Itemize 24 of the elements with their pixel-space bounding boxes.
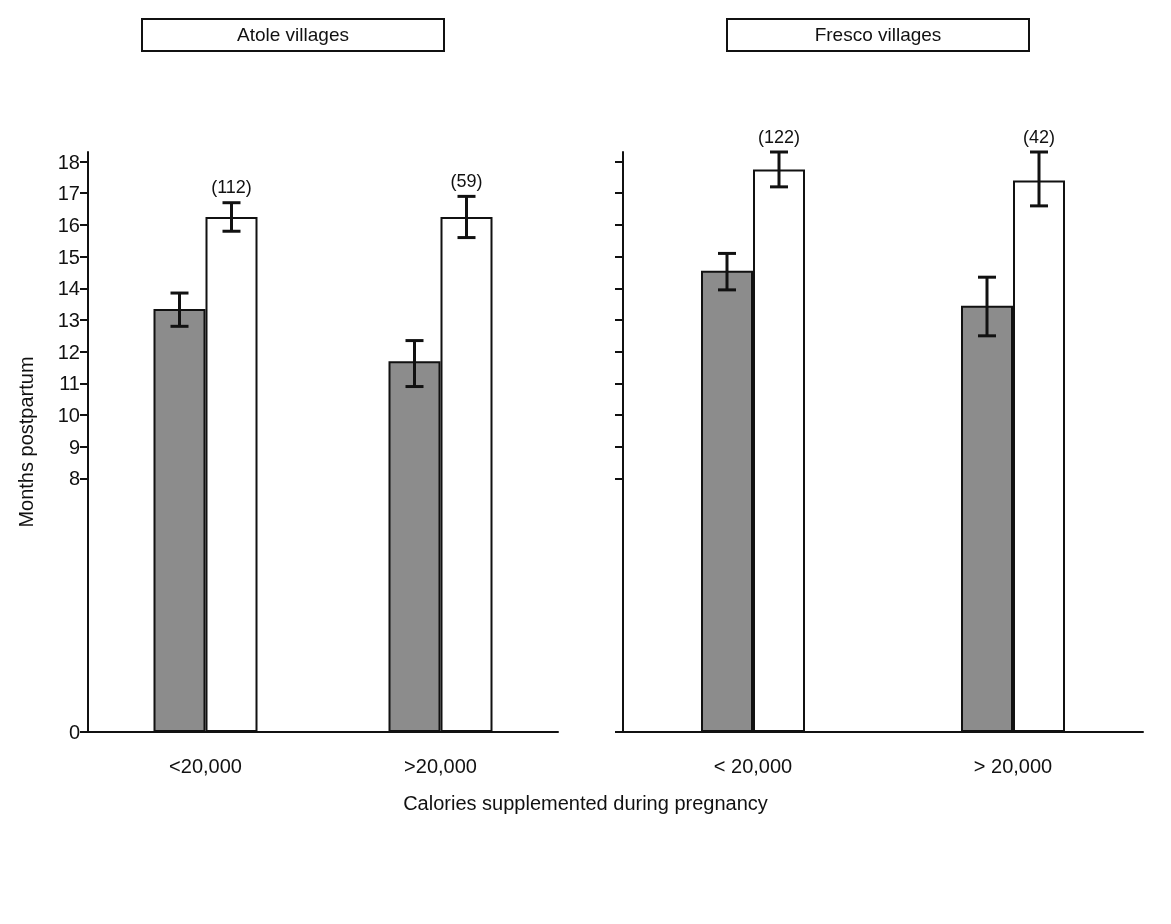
y-tick-label: 13: [57, 308, 80, 331]
y-tick-label: 12: [57, 340, 80, 363]
chart-title: Fresco villages: [726, 18, 1030, 52]
x-axis-title: Calories supplemented during pregnancy: [402, 792, 769, 815]
x-tick-label: <20,000: [169, 755, 242, 777]
y-tick-label: 18: [57, 150, 80, 173]
y-tick-label: 0: [68, 721, 80, 743]
y-tick-label: 16: [57, 213, 80, 236]
y-tick-label: 10: [57, 404, 80, 427]
text: (42): [1022, 126, 1056, 147]
x-tick-label: >20,000: [404, 755, 477, 777]
annotation: (59): [450, 170, 483, 191]
y-tick-label: 17: [57, 182, 80, 205]
y-tick-label: 15: [57, 245, 80, 268]
annotation: (112): [211, 177, 252, 198]
y-tick-label: 11: [59, 372, 80, 395]
y-tick-label: 9: [68, 435, 80, 458]
x-tick-label: < 20,000: [713, 755, 793, 777]
y-tick-label: 8: [68, 467, 80, 490]
x-tick-label: > 20,000: [973, 755, 1053, 777]
text: (122): [757, 126, 801, 147]
y-tick-label: 14: [57, 277, 80, 300]
chart-title: Atole villages: [141, 18, 445, 52]
y-axis-title: Months postpartum: [15, 356, 37, 528]
